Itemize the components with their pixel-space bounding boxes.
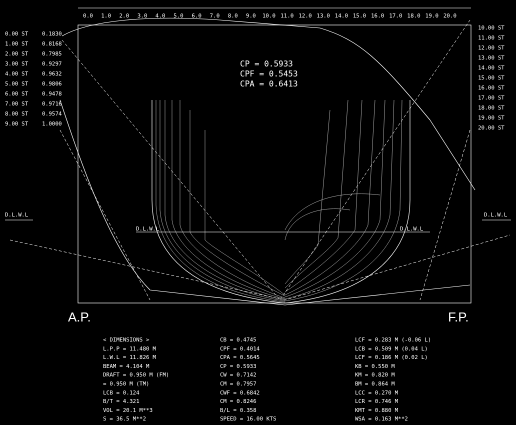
dimension: L.W.L = 11.826 M (103, 355, 157, 361)
scale-label: 13.0 (317, 14, 330, 20)
station: 9.00 ST (5, 122, 29, 128)
section-fore-outer (285, 100, 410, 303)
sections-aft (156, 100, 285, 302)
scale-label: 9.0 (246, 14, 256, 20)
scale-label: 0.0 (83, 14, 93, 20)
dimension: LCB = 0.509 M (0.04 L) (355, 346, 428, 352)
drawing (5, 8, 511, 305)
waterline-label: D.L.W.L (400, 227, 424, 233)
station-value: 0.1830 (42, 32, 62, 38)
dimension: LCF = 0.186 M (0.02 L) (355, 355, 428, 361)
dimension: CWF = 0.6842 (220, 390, 260, 396)
station: 19.00 ST (478, 116, 505, 122)
dimension: DRAFT = 0.950 M (FM) (103, 373, 169, 379)
station: 12.00 ST (478, 46, 505, 52)
dimension: KB = 0.550 M (355, 364, 395, 370)
dimension: WSA = 0.163 M**2 (355, 417, 408, 423)
station: 1.00 ST (5, 42, 29, 48)
dimension: LCR = 0.746 M (355, 399, 399, 405)
scale-label: 6.0 (192, 14, 202, 20)
station: 15.00 ST (478, 76, 505, 82)
scale-label: 2.0 (119, 14, 129, 20)
dimension: BM = 0.864 M (355, 382, 395, 388)
fp-label: F.P. (448, 309, 469, 324)
coefficient: CPA = 0.6413 (240, 80, 298, 89)
scale-label: 15.0 (353, 14, 366, 20)
station: 5.00 ST (5, 82, 29, 88)
station: 2.00 ST (5, 52, 29, 58)
dimension: LCF = 0.283 M (-0.06 L) (355, 338, 431, 344)
station: 14.00 ST (478, 66, 505, 72)
station: 4.00 ST (5, 72, 29, 78)
station: 13.00 ST (478, 56, 505, 62)
dimension: KM = 0.820 M (355, 373, 395, 379)
scale-label: 10.0 (262, 14, 275, 20)
scale-label: 5.0 (174, 14, 184, 20)
station-value: 0.9297 (42, 62, 62, 68)
scale-label: 4.0 (155, 14, 165, 20)
dimension: KMT = 0.880 M (355, 408, 399, 414)
scale-label: 7.0 (210, 14, 220, 20)
dimension: = 0.950 M (TM) (103, 382, 149, 388)
scale-label: 16.0 (371, 14, 384, 20)
dimension: CB = 0.4745 (220, 338, 256, 344)
scale-label: 20.0 (443, 14, 456, 20)
station: 17.00 ST (478, 96, 505, 102)
station: 7.00 ST (5, 102, 29, 108)
scale-label: 17.0 (389, 14, 402, 20)
body-plan: 0.0 1.0 2.0 3.0 4.0 5.0 6.0 7.0 8.0 9.0 10.0 11.0 12… (0, 0, 516, 425)
dimension: CP = 0.5933 (220, 364, 256, 370)
dimension: CW = 0.7142 (220, 373, 256, 379)
station: 8.00 ST (5, 112, 29, 118)
station: 20.00 ST (478, 126, 505, 132)
dimension: < DIMENSIONS > (103, 338, 150, 344)
station: 18.00 ST (478, 106, 505, 112)
dimension: BEAM = 4.104 M (103, 364, 150, 370)
waterline-label: D.L.W.L (484, 213, 508, 219)
coefficient: CP = 0.5933 (240, 60, 293, 69)
sections-fore (285, 100, 402, 301)
station: 11.00 ST (478, 36, 505, 42)
ap-label: A.P. (68, 309, 91, 324)
station: 16.00 ST (478, 86, 505, 92)
station-value: 0.9478 (42, 92, 62, 98)
station: 10.00 ST (478, 26, 505, 32)
dimension: CM = 0.7957 (220, 382, 256, 388)
dimension: CPA = 0.5645 (220, 355, 260, 361)
scale-label: 3.0 (137, 14, 147, 20)
scale-label: 8.0 (228, 14, 238, 20)
station-value: 0.9716 (42, 102, 62, 108)
station: 0.00 ST (5, 32, 29, 38)
station: 3.00 ST (5, 62, 29, 68)
station-value: 0.9806 (42, 82, 62, 88)
scale-label: 14.0 (335, 14, 348, 20)
coefficient: CPF = 0.5453 (240, 70, 298, 79)
dimension: VOL = 20.1 M**3 (103, 408, 153, 414)
scale-label: 19.0 (425, 14, 438, 20)
dimension: B/T = 4.321 (103, 399, 139, 405)
scale-label: 11.0 (280, 14, 293, 20)
waterline-label: D.L.W.L (5, 213, 29, 219)
scale-label: 1.0 (101, 14, 111, 20)
dimension: LCB = 0.124 (103, 390, 140, 396)
scale-label: 12.0 (299, 14, 312, 20)
bow-curves (285, 194, 380, 240)
profile (60, 100, 470, 305)
dimension: SPEED = 16.00 KTS (220, 417, 276, 423)
dimension: S = 36.5 M**2 (103, 417, 146, 423)
dimension: LCC = 0.270 M (355, 390, 399, 396)
station-value: 0.9574 (42, 112, 63, 118)
dimension: CM = 0.8246 (220, 399, 256, 405)
station: 6.00 ST (5, 92, 29, 98)
dimension: CPF = 0.4014 (220, 346, 260, 352)
dimension: L.P.P = 11.480 M (103, 346, 157, 352)
waterline-label: D.L.W.L (136, 227, 160, 233)
scale-label: 18.0 (407, 14, 420, 20)
station-value: 0.8168 (42, 42, 62, 48)
station-value: 0.7985 (42, 52, 62, 58)
dimension: B/L = 0.358 (220, 408, 256, 414)
station-value: 1.0000 (42, 122, 62, 128)
station-value: 0.9632 (42, 72, 62, 78)
